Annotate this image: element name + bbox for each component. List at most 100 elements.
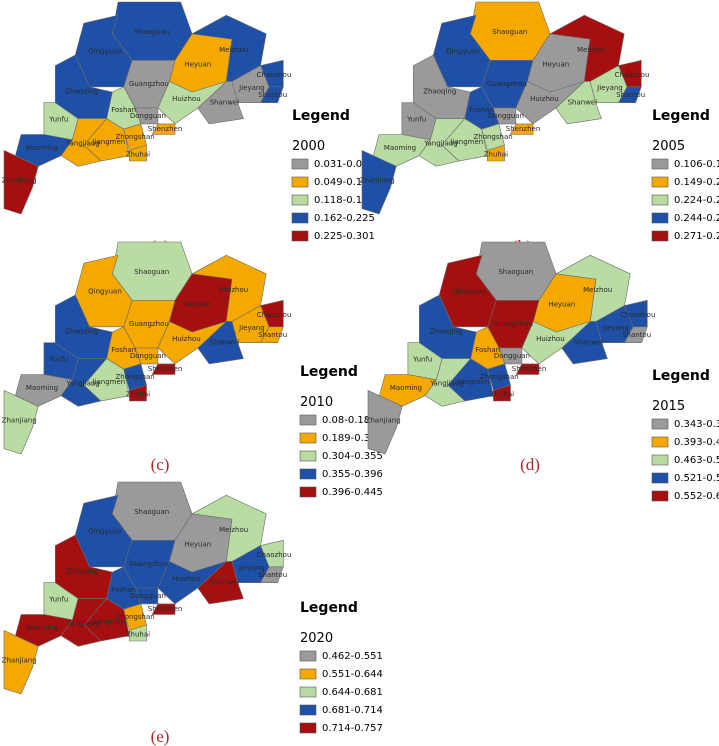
city-label: Jiangmen [92, 138, 126, 146]
city-label: Shanwei [568, 99, 598, 107]
city-label: Maoming [390, 384, 422, 392]
legend-swatch [291, 230, 309, 242]
city-label: Foshan [469, 106, 494, 114]
city-label: Maoming [26, 624, 58, 632]
city-label: Huizhou [172, 335, 200, 343]
legend-swatch [299, 686, 317, 698]
legend-label: 0.225-0.301 [314, 231, 375, 242]
city-label: Zhanjiang [2, 176, 37, 184]
city-label: Shanwei [210, 339, 240, 347]
legend-title: Legend [300, 364, 358, 380]
city-label: Zhongshan [115, 133, 154, 141]
panel-label: (d) [520, 455, 540, 474]
city-label: Yangjiang [423, 140, 458, 148]
city-label: Zhanjiang [360, 176, 395, 184]
city-label: Heyuan [184, 541, 211, 549]
map-panel: Shaoguan Qingyuan Heyuan Meizhou Chaozhou Sha… [2, 1, 291, 215]
city-label: Jiangmen [92, 618, 126, 626]
legend-swatch [291, 194, 309, 206]
city-label: Foshan [111, 106, 136, 114]
city-label: Dongguan [130, 352, 166, 360]
city-label: Zhanjiang [366, 416, 401, 424]
city-label: Zhuhai [484, 150, 508, 158]
legend-label: 0.049-0.118 [314, 177, 375, 188]
city-label: Jieyang [238, 84, 265, 92]
city-label: Chaozhou [621, 311, 656, 319]
city-label: Zhaoqing [65, 327, 98, 335]
legend-label: 0.149-0.224 [674, 177, 719, 188]
city-label: Shenzhen [148, 365, 182, 373]
legend-swatch [299, 668, 317, 680]
region [60, 358, 108, 407]
map-panel: Shaoguan Qingyuan Heyuan Meizhou Chaozhou Sha… [2, 241, 291, 455]
city-label: Huizhou [172, 95, 200, 103]
region [509, 123, 534, 135]
legend-title: Legend [300, 600, 358, 616]
legend-title: Legend [652, 368, 710, 384]
city-label: Qingyuan [88, 288, 122, 296]
city-label: Zhanjiang [2, 656, 37, 664]
legend-swatch [299, 704, 317, 716]
city-label: Jiangmen [92, 378, 126, 386]
legend-year: 2015 [652, 399, 685, 414]
city-label: Jiangmen [456, 378, 490, 386]
legend-label: 0.355-0.396 [322, 469, 383, 480]
legend-label: 0.552-0.619 [674, 491, 719, 502]
city-label: Yangjiang [65, 620, 100, 628]
legend-label: 0.106-0.149 [674, 159, 719, 170]
city-label: Shenzhen [148, 125, 182, 133]
legend-swatch [651, 176, 669, 188]
city-label: Shantou [258, 331, 287, 339]
city-label: Chaozhou [257, 551, 292, 559]
region [367, 389, 403, 455]
city-label: Meizhou [583, 286, 612, 294]
legend-label: 0.462-0.551 [322, 651, 383, 662]
city-label: Guangzhou [129, 320, 169, 328]
city-label: Guangzhou [129, 80, 169, 88]
region [151, 363, 176, 375]
legend-title: Legend [652, 108, 710, 124]
legend-label: 0.681-0.714 [322, 705, 383, 716]
legend-swatch [299, 468, 317, 480]
city-label: Shantou [622, 331, 651, 339]
city-label: Yangjiang [65, 380, 100, 388]
region [3, 389, 39, 455]
map-panel: Shaoguan Qingyuan Heyuan Meizhou Chaozhou Sha… [360, 1, 650, 215]
legend-label: 0.644-0.681 [322, 687, 383, 698]
city-label: Zhaoqing [65, 87, 98, 95]
region [424, 358, 472, 407]
legend-swatch [299, 486, 317, 498]
legend-swatch [651, 194, 669, 206]
city-label: Dongguan [494, 352, 530, 360]
region [60, 118, 108, 167]
city-label: Meizhou [219, 286, 248, 294]
city-label: Meizhou [577, 46, 606, 54]
legend-label: 0.463-0.521 [674, 455, 719, 466]
city-label: Shenzhen [506, 125, 540, 133]
city-label: Maoming [26, 144, 58, 152]
city-label: Yunfu [406, 116, 426, 124]
city-label: Guangzhou [129, 560, 169, 568]
city-label: Zhaoqing [423, 87, 456, 95]
city-label: Jieyang [602, 324, 629, 332]
city-label: Heyuan [548, 301, 575, 309]
city-label: Dongguan [130, 112, 166, 120]
city-label: Heyuan [184, 61, 211, 69]
city-label: Shanwei [574, 339, 604, 347]
city-label: Foshan [111, 346, 136, 354]
legend-label: 0.714-0.757 [322, 723, 383, 734]
city-label: Zhaoqing [65, 567, 98, 575]
city-label: Yunfu [48, 596, 68, 604]
city-label: Meizhou [219, 46, 248, 54]
city-label: Qingyuan [88, 528, 122, 536]
city-label: Jieyang [238, 564, 265, 572]
legend-label: 0.551-0.644 [322, 669, 383, 680]
city-label: Chaozhou [615, 71, 650, 79]
legend-label: 0.521-0.552 [674, 473, 719, 484]
legend-label: 0.162-0.225 [314, 213, 375, 224]
region [418, 118, 466, 167]
legend-label: 0.224-0.244 [674, 195, 719, 206]
legend-swatch [291, 158, 309, 170]
map-panel: Shaoguan Qingyuan Heyuan Meizhou Chaozhou Sha… [366, 241, 656, 455]
city-label: Shanwei [210, 579, 240, 587]
